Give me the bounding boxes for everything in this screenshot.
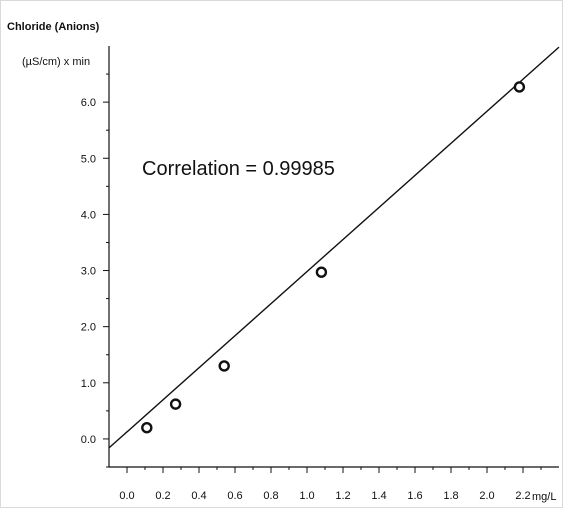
x-tick-label: 0.4	[191, 490, 206, 502]
y-tick-label: 5.0	[81, 153, 96, 165]
chart-title: Chloride (Anions)	[7, 21, 100, 33]
data-point	[169, 398, 182, 410]
x-tick-label: 0.8	[263, 490, 278, 502]
x-tick-label: 1.6	[407, 490, 422, 502]
y-tick-label: 1.0	[81, 378, 96, 390]
x-tick-label: 0.2	[155, 490, 170, 502]
x-tick-label: 1.8	[443, 490, 458, 502]
fit-line-group	[108, 46, 560, 449]
x-tick-label: 1.4	[371, 490, 386, 502]
y-tick-label: 2.0	[81, 322, 96, 334]
data-points	[141, 81, 526, 434]
correlation-annotation: Correlation = 0.99985	[142, 158, 335, 180]
x-tick-label: 2.2	[515, 490, 530, 502]
x-tick-label: 1.0	[299, 490, 314, 502]
y-tick-label: 6.0	[81, 97, 96, 109]
data-point	[218, 360, 230, 372]
x-tick-label: 2.0	[479, 490, 494, 502]
y-tick-label: 0.0	[81, 434, 96, 446]
y-tick-label: 4.0	[81, 209, 96, 221]
y-axis-label: (µS/cm) x min	[22, 56, 90, 68]
data-point	[141, 422, 153, 434]
x-ticks: 0.0 0.2 0.4 0.6 0.8 1.0 1.2 1.4 1.6 1.8 2.0 2.2	[119, 467, 542, 502]
x-axis-label: mg/L	[532, 491, 556, 503]
x-tick-label: 0.0	[119, 490, 134, 502]
y-tick-label: 3.0	[81, 266, 96, 278]
y-ticks: 0.0 1.0 2.0 3.0 4.0 5.0 6.0	[81, 73, 109, 468]
x-tick-label: 0.6	[227, 490, 242, 502]
x-tick-label: 1.2	[335, 490, 350, 502]
data-point	[513, 81, 526, 93]
regression-line	[108, 46, 560, 449]
data-point	[315, 266, 328, 278]
axes	[108, 46, 559, 468]
